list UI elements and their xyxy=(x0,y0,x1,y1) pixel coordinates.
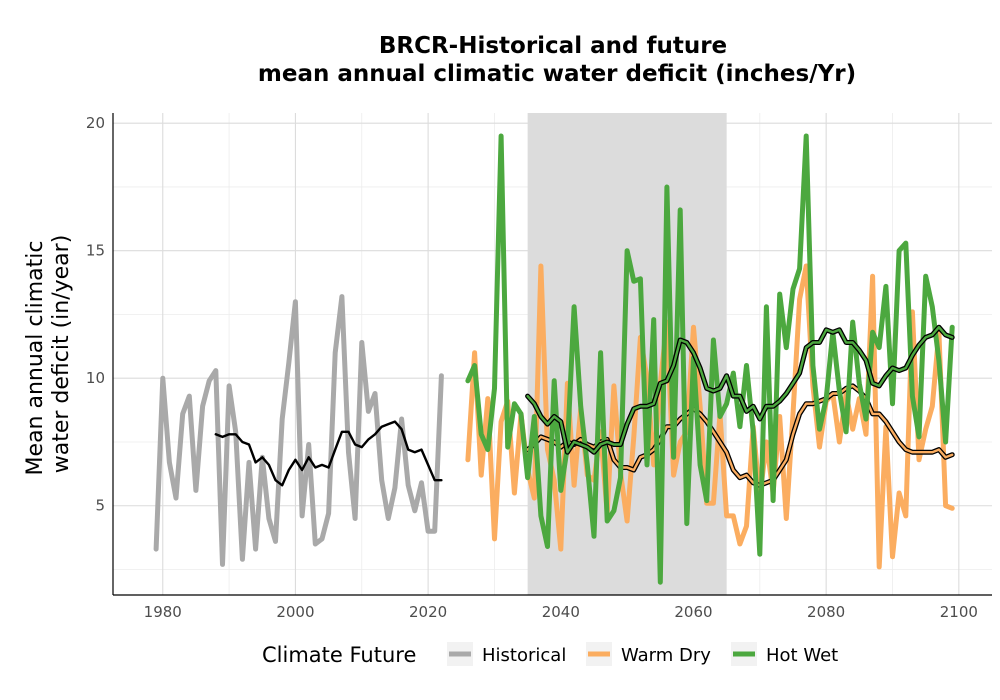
legend-label: Warm Dry xyxy=(621,645,711,666)
legend: Climate Future Historical Warm Dry Hot Wet xyxy=(262,642,838,667)
x-tick-label: 2000 xyxy=(276,603,314,621)
series-warm-dry xyxy=(465,263,955,570)
x-tick-label: 2100 xyxy=(940,603,978,621)
tick-labels: 1980 2000 2020 2040 2060 2080 2100 5 10 15 20 xyxy=(86,114,978,621)
series-historical xyxy=(153,294,444,567)
chart-title-line2: mean annual climatic water deficit (inch… xyxy=(258,61,856,87)
x-tick-label: 2060 xyxy=(674,603,712,621)
series-group xyxy=(153,133,955,585)
legend-title: Climate Future xyxy=(262,643,416,667)
series-hot-wet xyxy=(465,133,955,585)
axes xyxy=(112,113,992,596)
y-tick-label: 20 xyxy=(86,114,105,132)
x-tick-label: 1980 xyxy=(144,603,182,621)
legend-label: Hot Wet xyxy=(766,645,838,666)
y-axis-title-line1: Mean annual climatic xyxy=(23,241,48,476)
y-tick-label: 5 xyxy=(95,497,105,515)
chart-title-line1: BRCR-Historical and future xyxy=(379,33,727,59)
x-tick-label: 2080 xyxy=(807,603,845,621)
y-tick-label: 10 xyxy=(86,369,105,387)
y-axis-title-line2: water deficit (in/year) xyxy=(49,235,74,474)
series-hot-wet-trend xyxy=(526,326,954,454)
legend-label: Historical xyxy=(482,645,566,666)
series-historical-trend xyxy=(214,420,443,487)
x-tick-label: 2040 xyxy=(542,603,580,621)
y-tick-label: 15 xyxy=(86,242,105,260)
x-tick-label: 2020 xyxy=(409,603,447,621)
